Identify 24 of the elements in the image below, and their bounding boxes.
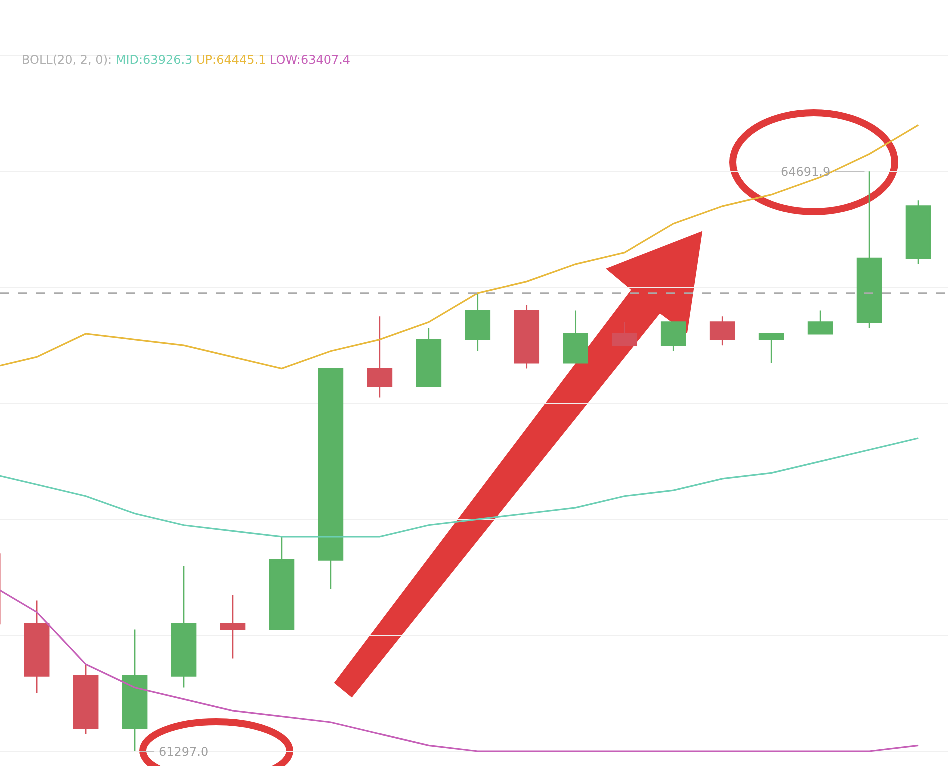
candlestick bbox=[367, 316, 393, 399]
text: BOLL(20, 2, 0): bbox=[22, 53, 112, 67]
text: LOW:63407.4 bbox=[270, 53, 351, 67]
candlestick bbox=[758, 333, 784, 364]
candlestick bbox=[808, 310, 834, 335]
text: UP:64445.1 bbox=[196, 53, 266, 67]
candlestick bbox=[269, 536, 295, 630]
candlestick bbox=[906, 200, 932, 266]
candlestick bbox=[856, 170, 882, 329]
candlestick bbox=[220, 594, 246, 660]
candlestick bbox=[416, 327, 442, 387]
candlestick bbox=[465, 292, 491, 352]
candlestick bbox=[514, 304, 540, 370]
candlestick bbox=[710, 316, 736, 346]
candlestick bbox=[660, 322, 686, 352]
candlestick bbox=[318, 368, 344, 590]
candlestick bbox=[24, 600, 50, 694]
candlestick bbox=[73, 664, 99, 735]
text: MID:63926.3 bbox=[116, 53, 193, 67]
candlestick bbox=[171, 565, 197, 688]
annotation: 61297.0 bbox=[159, 745, 209, 759]
candlestick bbox=[563, 310, 589, 364]
candlestick bbox=[612, 322, 638, 346]
annotation: 64691.9 bbox=[781, 165, 831, 179]
